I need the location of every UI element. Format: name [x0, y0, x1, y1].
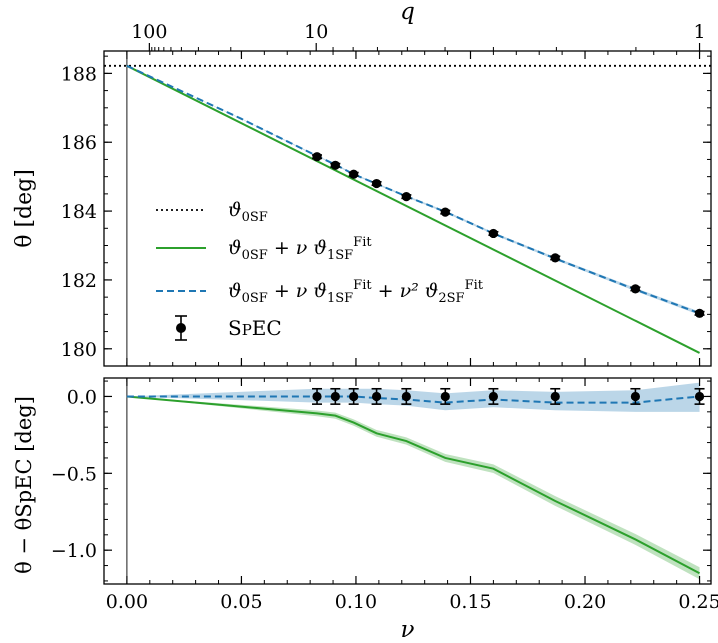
legend-0sf-label: ϑ0SF — [228, 199, 268, 225]
legend-text-part: P — [242, 321, 252, 339]
data-point — [440, 391, 450, 402]
y-tick-label: 182 — [61, 270, 97, 292]
spec-residual-point — [330, 387, 341, 405]
spec-residual-point — [550, 387, 561, 405]
data-point — [694, 391, 705, 402]
x-tick-label: 0.25 — [678, 591, 718, 613]
spec-residual-point — [312, 387, 323, 405]
legend-text-part: EC — [252, 316, 282, 340]
y-tick-label: 186 — [61, 132, 97, 154]
legend-text-part: + ν² ϑ — [372, 280, 439, 302]
spec-point — [630, 284, 641, 294]
x-tick-label: 0.10 — [335, 591, 377, 613]
data-point — [488, 228, 498, 239]
series-2sf-line — [126, 64, 700, 315]
data-point — [630, 391, 641, 402]
y-tick-label: 188 — [61, 63, 97, 85]
legend-text-part: 0SF — [242, 210, 268, 225]
legend-text-part: S — [228, 316, 242, 340]
y-tick-label: 0.0 — [67, 386, 97, 408]
spec-point — [312, 152, 323, 162]
data-point — [488, 391, 498, 402]
spec-residual-point — [371, 387, 382, 405]
bottom-2sf-band — [126, 382, 700, 412]
spec-residual-point — [488, 387, 499, 405]
legend-text-part: ϑ — [228, 280, 242, 302]
bottom-panel: 0.00 0.05 0.10 0.15 0.20 0.25 0.0 −0.5 −1.0 ν θ − … — [12, 377, 718, 643]
y-tick-label: 180 — [61, 339, 97, 361]
data-point — [550, 253, 560, 263]
spec-residual-point — [630, 387, 641, 405]
data-point — [440, 207, 450, 217]
data-point — [694, 308, 705, 318]
bottom-1sf-line — [126, 395, 701, 575]
y-axis-label-top: θ [deg] — [12, 169, 37, 248]
spec-point — [488, 228, 499, 239]
y-axis-label-bottom: θ − θSpEC [deg] — [12, 396, 36, 574]
legend-text-part: Fit — [465, 278, 484, 293]
spec-residual-point — [694, 387, 705, 405]
series-1sf-line — [126, 64, 700, 354]
spec-point — [348, 169, 359, 179]
y-tick-label: −1.0 — [51, 540, 97, 562]
legend-text-part: 0SF — [242, 248, 268, 263]
spec-residual-point — [348, 387, 359, 405]
y-tick-label: −0.5 — [51, 463, 97, 485]
x-tick-label: 0.00 — [106, 591, 148, 613]
data-point — [312, 152, 322, 162]
spec-point — [401, 192, 412, 202]
legend-spec-label: SPEC — [228, 316, 282, 340]
spec-point — [330, 160, 341, 170]
top-frame — [103, 50, 712, 367]
legend-text-part: 2SF — [438, 291, 464, 306]
y-tick-label: 184 — [61, 201, 97, 223]
spec-point — [694, 308, 705, 318]
data-point — [401, 391, 411, 402]
legend-1sf-label: ϑ0SF + ν ϑ1SFFit — [228, 235, 372, 263]
legend-text-part: ϑ — [228, 237, 242, 259]
x-tick-label: 0.15 — [449, 591, 491, 613]
legend-text-part: + ν ϑ — [268, 280, 327, 302]
spec-residual-point — [401, 387, 412, 405]
q-tick-label: 100 — [131, 21, 167, 43]
data-point — [330, 391, 340, 402]
x-axis-label: ν — [401, 617, 415, 643]
data-point — [349, 391, 359, 402]
data-point — [401, 192, 411, 202]
legend-text-part: Fit — [353, 235, 372, 250]
legend-text-part: 0SF — [242, 291, 268, 306]
data-point — [330, 160, 340, 170]
legend-spec-marker — [176, 323, 186, 333]
data-point — [312, 391, 322, 402]
q-tick-label: 10 — [304, 21, 328, 43]
legend-2sf-label: ϑ0SF + ν ϑ1SFFit + ν² ϑ2SFFit — [228, 278, 484, 306]
legend-text-part: + ν ϑ — [268, 237, 327, 259]
spec-point — [550, 253, 561, 263]
series-2sf-band — [126, 65, 700, 316]
legend-text-part: ϑ — [228, 199, 242, 221]
spec-point — [440, 207, 451, 217]
x-tick-label: 0.20 — [564, 591, 606, 613]
data-point — [371, 178, 382, 189]
q-tick-label: 1 — [694, 21, 706, 43]
data-point — [630, 284, 641, 294]
legend-text-part: 1SF — [327, 291, 353, 306]
bottom-1sf-band — [126, 396, 700, 580]
spec-point — [371, 178, 382, 189]
data-point — [349, 169, 359, 179]
q-axis-label: q — [400, 0, 415, 25]
data-point — [371, 391, 382, 402]
x-tick-label: 0.05 — [220, 591, 262, 613]
bottom-frame — [103, 377, 712, 585]
legend-text-part: Fit — [353, 278, 372, 293]
spec-residual-point — [440, 387, 451, 405]
legend-text-part: 1SF — [327, 248, 353, 263]
data-point — [550, 391, 560, 402]
